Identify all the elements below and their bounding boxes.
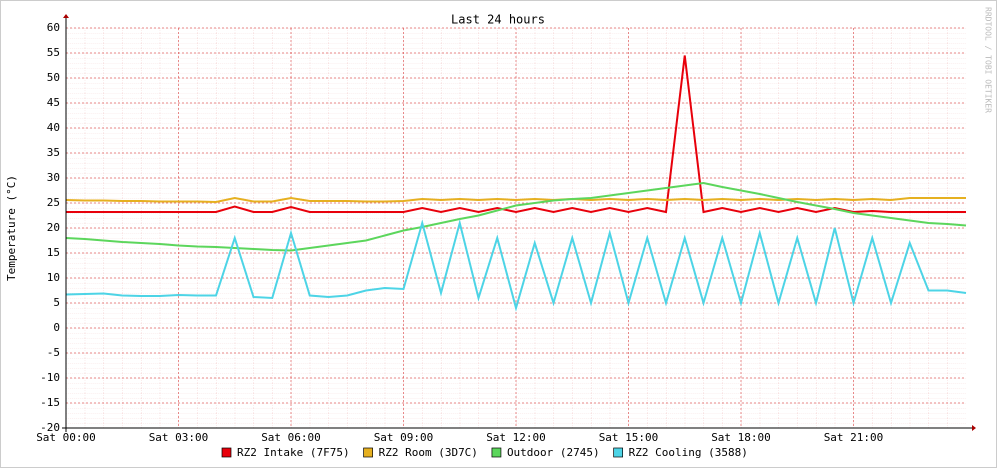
legend-swatch	[363, 447, 373, 458]
y-tick-label: 50	[47, 71, 60, 84]
line-series	[65, 181, 967, 252]
x-tick-label: Sat 03:00	[149, 431, 209, 444]
y-tick-label: -10	[40, 371, 60, 384]
y-tick-label: 55	[47, 46, 60, 59]
y-tick-label: 20	[47, 221, 60, 234]
x-tick-label: Sat 09:00	[374, 431, 434, 444]
x-tick-label: Sat 21:00	[824, 431, 884, 444]
legend-label: Outdoor (2745)	[507, 446, 600, 459]
line-series	[65, 219, 967, 312]
y-tick-label: 30	[47, 171, 60, 184]
chart-title: Last 24 hours	[451, 13, 545, 27]
y-tick-label: -20	[40, 421, 60, 434]
legend-label: RZ2 Room (3D7C)	[379, 446, 478, 459]
y-tick-label: 45	[47, 96, 60, 109]
x-tick-label: Sat 18:00	[711, 431, 771, 444]
x-tick-label: Sat 15:00	[599, 431, 659, 444]
legend-label: RZ2 Intake (7F75)	[237, 446, 350, 459]
x-tick-label: Sat 12:00	[486, 431, 546, 444]
y-tick-label: 15	[47, 246, 60, 259]
y-tick-label: -15	[40, 396, 60, 409]
y-tick-label: 40	[47, 121, 60, 134]
y-axis-label: Temperature (°C)	[5, 175, 18, 281]
legend-label: RZ2 Cooling (3588)	[629, 446, 748, 459]
legend-swatch	[221, 447, 232, 458]
y-tick-label: 25	[47, 196, 60, 209]
x-tick-label: Sat 00:00	[36, 431, 96, 444]
line-series	[66, 55, 966, 214]
y-tick-label: -5	[47, 346, 60, 359]
y-tick-label: 10	[47, 271, 60, 284]
x-tick-label: Sat 06:00	[261, 431, 321, 444]
y-tick-label: 0	[53, 321, 60, 334]
watermark: RRDTOOL / TOBI OETIKER	[984, 7, 993, 113]
legend-swatch	[613, 447, 624, 458]
y-tick-label: 5	[53, 296, 60, 309]
legend-swatch	[491, 447, 502, 458]
y-tick-label: 35	[47, 146, 60, 159]
y-tick-label: 60	[47, 21, 60, 34]
axis-arrow	[972, 425, 976, 431]
axis-arrow	[63, 14, 69, 18]
line-series	[65, 196, 966, 204]
